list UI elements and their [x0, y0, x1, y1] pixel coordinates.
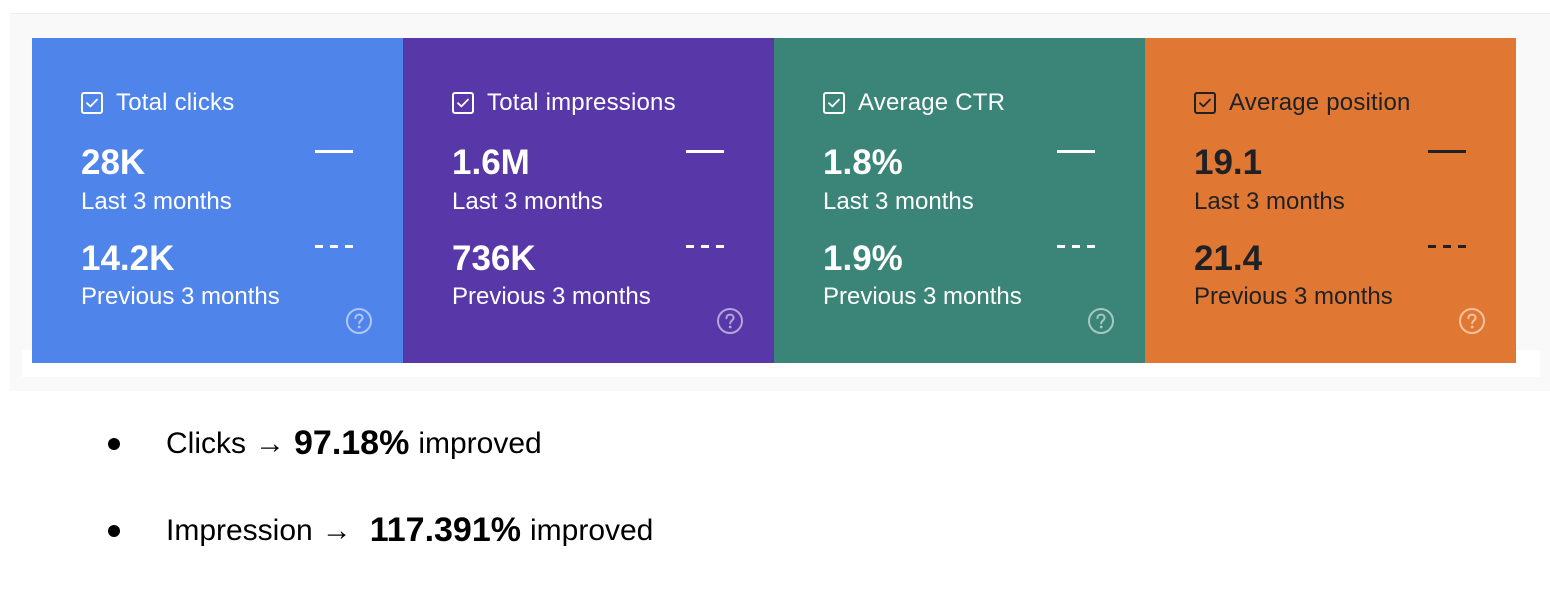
help-circle-icon[interactable] [345, 307, 373, 335]
solid-line-legend-icon [1057, 150, 1095, 153]
current-value: 1.6M [452, 143, 530, 182]
performance-metric-cards: Total clicks 28K Last 3 months 14.2K Pre… [32, 38, 1516, 363]
dashed-line-legend-icon [686, 245, 724, 248]
bullet-suffix: improved [529, 513, 654, 547]
list-item-impression: Impression → 117.391% improved [108, 511, 653, 550]
metric-card-total-impressions[interactable]: Total impressions 1.6M Last 3 months 736… [403, 38, 774, 363]
metric-title: Average CTR [858, 89, 1006, 116]
current-value: 19.1 [1194, 143, 1263, 182]
metric-card-average-ctr[interactable]: Average CTR 1.8% Last 3 months 1.9% Prev… [774, 38, 1145, 363]
previous-period-label: Previous 3 months [823, 283, 1022, 310]
improvement-value: 117.391% [369, 511, 521, 549]
current-value: 28K [81, 143, 146, 182]
bullet-icon [108, 524, 120, 537]
metric-title: Average position [1229, 89, 1411, 116]
previous-value: 736K [452, 239, 536, 278]
previous-value: 21.4 [1194, 239, 1263, 278]
metric-title: Total clicks [116, 89, 235, 116]
current-period-label: Last 3 months [1194, 188, 1345, 215]
metric-card-average-position[interactable]: Average position 19.1 Last 3 months 21.4… [1145, 38, 1516, 363]
help-circle-icon[interactable] [1458, 307, 1486, 335]
dashed-line-legend-icon [1428, 245, 1466, 248]
checkbox-checked-icon[interactable] [823, 92, 845, 114]
metric-title: Total impressions [487, 89, 676, 116]
improvement-value: 97.18% [294, 424, 410, 462]
solid-line-legend-icon [686, 150, 724, 153]
previous-value: 1.9% [823, 239, 903, 278]
solid-line-legend-icon [315, 150, 353, 153]
current-period-label: Last 3 months [81, 188, 232, 215]
list-item-clicks: Clicks → 97.18% improved [108, 424, 542, 463]
arrow-icon: → [255, 426, 285, 460]
solid-line-legend-icon [1428, 150, 1466, 153]
current-value: 1.8% [823, 143, 903, 182]
dashed-line-legend-icon [1057, 245, 1095, 248]
help-circle-icon[interactable] [1087, 307, 1115, 335]
checkbox-checked-icon[interactable] [452, 92, 474, 114]
previous-period-label: Previous 3 months [1194, 283, 1393, 310]
bullet-icon [108, 437, 120, 450]
metric-toggle-total-impressions[interactable]: Total impressions [452, 91, 676, 115]
current-period-label: Last 3 months [823, 188, 974, 215]
bullet-suffix: improved [418, 426, 542, 460]
previous-period-label: Previous 3 months [81, 283, 280, 310]
dashed-line-legend-icon [315, 245, 353, 248]
metric-card-total-clicks[interactable]: Total clicks 28K Last 3 months 14.2K Pre… [32, 38, 403, 363]
metric-toggle-total-clicks[interactable]: Total clicks [81, 91, 234, 115]
arrow-icon: → [321, 513, 352, 547]
help-circle-icon[interactable] [716, 307, 744, 335]
current-period-label: Last 3 months [452, 188, 603, 215]
bullet-label: Clicks [166, 426, 246, 460]
metric-toggle-average-ctr[interactable]: Average CTR [823, 91, 1005, 115]
checkbox-checked-icon[interactable] [1194, 92, 1216, 114]
bullet-label: Impression [166, 513, 313, 547]
previous-value: 14.2K [81, 239, 175, 278]
metric-toggle-average-position[interactable]: Average position [1194, 91, 1411, 115]
checkbox-checked-icon[interactable] [81, 92, 103, 114]
previous-period-label: Previous 3 months [452, 283, 651, 310]
